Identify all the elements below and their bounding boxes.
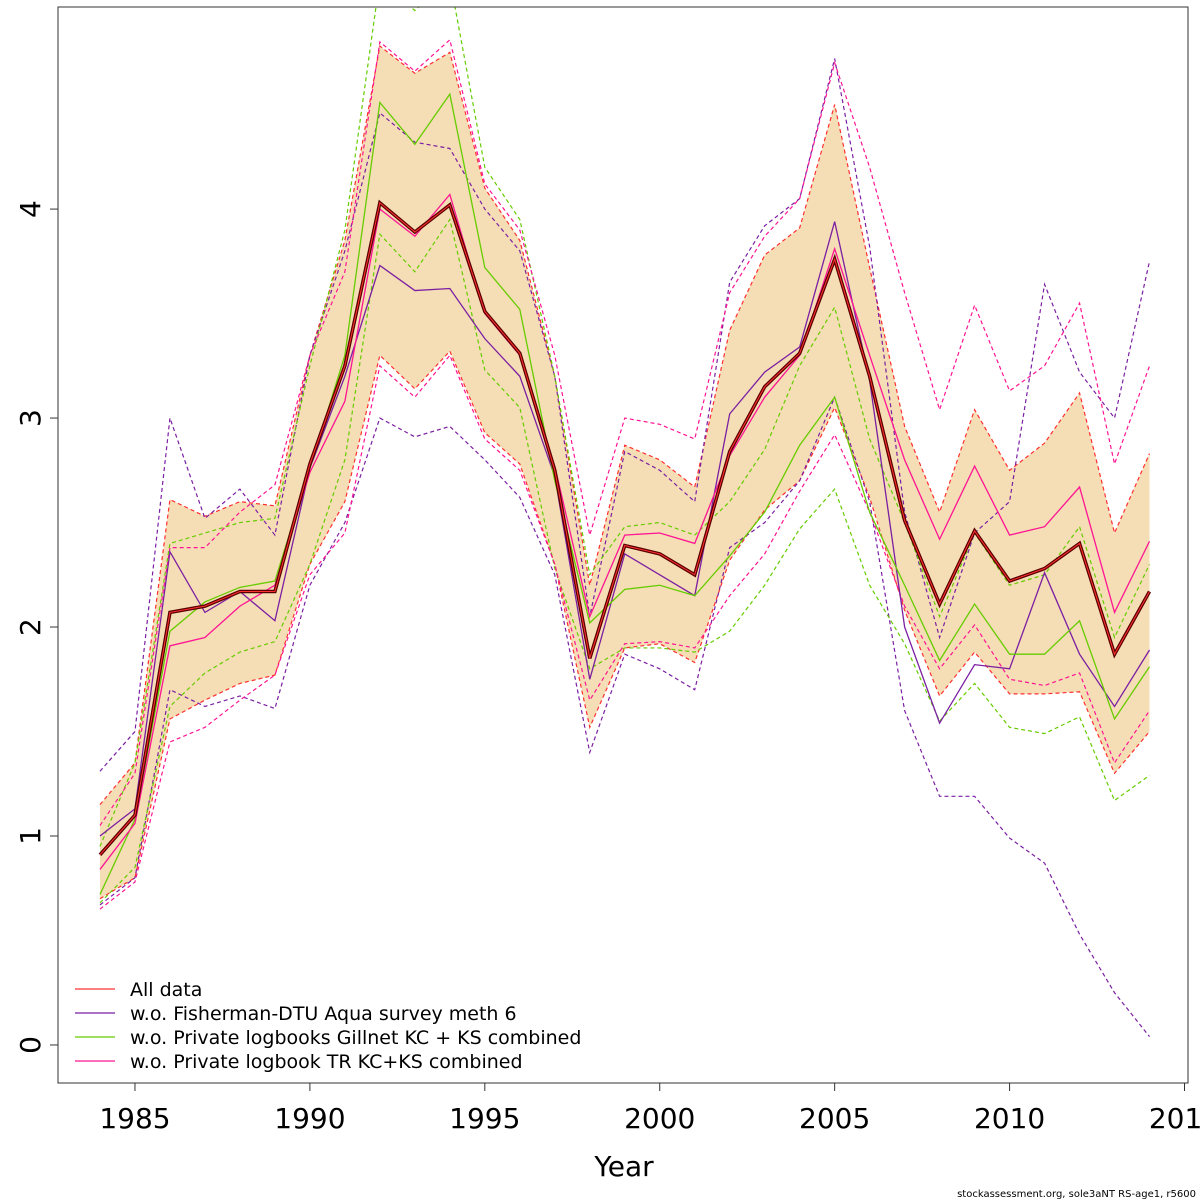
x-tick-label: 1990 xyxy=(274,1102,345,1135)
y-tick-label: 4 xyxy=(14,200,47,218)
bound-line xyxy=(99,350,1150,900)
footer: stockassessment.org, sole3aNT RS-age1, r… xyxy=(957,1189,1196,1200)
y-tick-label: 3 xyxy=(14,409,47,427)
y-tick-label: 1 xyxy=(14,827,47,845)
x-tick-label: 2010 xyxy=(974,1102,1045,1135)
x-axis-label: Year xyxy=(593,1150,654,1183)
series-line xyxy=(99,92,1151,895)
plot-frame xyxy=(57,6,1189,1084)
legend-label: All data xyxy=(130,979,202,1001)
series-line xyxy=(99,221,1151,837)
legend-label: w.o. Private logbooks Gillnet KC + KS co… xyxy=(130,1027,581,1049)
y-tick-label: 0 xyxy=(14,1036,47,1054)
bound-line xyxy=(99,44,1151,806)
legend-label: w.o. Private logbook TR KC+KS combined xyxy=(130,1051,523,1073)
x-tick-label: 2015 xyxy=(1149,1102,1200,1135)
bound-line xyxy=(99,395,1150,1037)
legend-label: w.o. Fisherman-DTU Aqua survey meth 6 xyxy=(130,1003,517,1025)
x-tick-label: 2005 xyxy=(799,1102,870,1135)
bound-line xyxy=(99,218,1150,904)
bound-line xyxy=(99,7,1151,847)
bound-line xyxy=(99,38,1151,826)
x-tick-label: 1995 xyxy=(449,1102,520,1135)
bound-line xyxy=(99,354,1151,910)
series-line xyxy=(99,201,1150,856)
confidence-band xyxy=(99,46,1150,899)
plot-area xyxy=(98,7,1152,1037)
x-tick-label: 1985 xyxy=(99,1102,170,1135)
x-tick-label: 2000 xyxy=(624,1102,695,1135)
y-tick-label: 2 xyxy=(14,618,47,636)
